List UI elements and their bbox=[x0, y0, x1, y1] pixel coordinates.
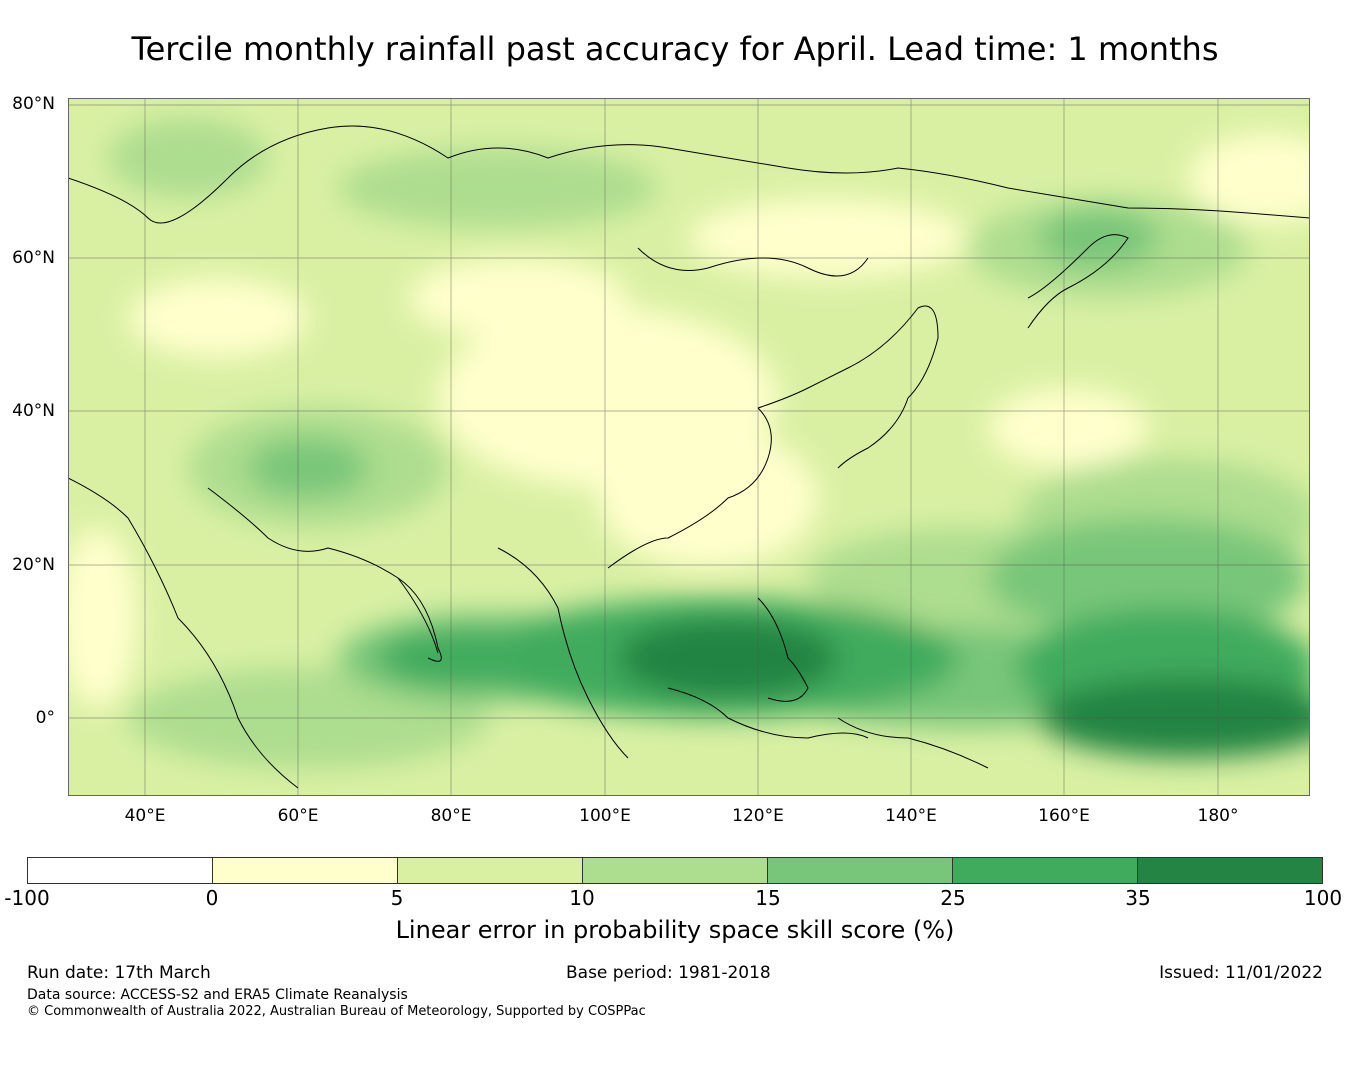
lon-label-40e: 40°E bbox=[124, 806, 166, 826]
colorbar-tick: 10 bbox=[569, 886, 595, 910]
colorbar-tick: 5 bbox=[390, 886, 404, 910]
run-date: Run date: 17th March bbox=[27, 963, 211, 983]
lon-label-60e: 60°E bbox=[277, 806, 319, 826]
base-period: Base period: 1981-2018 bbox=[566, 963, 771, 983]
copyright: © Commonwealth of Australia 2022, Austra… bbox=[27, 1004, 646, 1019]
colorbar-tick: -100 bbox=[4, 886, 50, 910]
lat-label-60n: 60°N bbox=[12, 248, 55, 268]
colorbar-tick: 100 bbox=[1303, 886, 1343, 910]
colorbar-tick: 25 bbox=[940, 886, 966, 910]
graticule bbox=[68, 98, 1310, 796]
lon-label-80e: 80°E bbox=[430, 806, 472, 826]
skill-map bbox=[68, 98, 1310, 796]
lon-label-120e: 120°E bbox=[732, 806, 784, 826]
colorbar-segment bbox=[953, 858, 1138, 883]
issued-date: Issued: 11/01/2022 bbox=[1159, 963, 1323, 983]
colorbar-segment bbox=[213, 858, 398, 883]
lon-label-180: 180° bbox=[1197, 806, 1239, 826]
lat-label-20n: 20°N bbox=[12, 555, 55, 575]
colorbar-segment bbox=[398, 858, 583, 883]
lon-label-140e: 140°E bbox=[885, 806, 937, 826]
colorbar-segment bbox=[1138, 858, 1322, 883]
lat-label-0: 0° bbox=[35, 708, 55, 728]
lon-label-160e: 160°E bbox=[1038, 806, 1090, 826]
colorbar-tick: 35 bbox=[1125, 886, 1151, 910]
colorbar-segment bbox=[768, 858, 953, 883]
coastlines bbox=[68, 125, 1310, 789]
lat-label-80n: 80°N bbox=[12, 94, 55, 114]
colorbar-segment bbox=[583, 858, 768, 883]
colorbar-tick: 0 bbox=[205, 886, 219, 910]
lon-label-100e: 100°E bbox=[579, 806, 631, 826]
colorbar-tick: 15 bbox=[755, 886, 781, 910]
colorbar-label: Linear error in probability space skill … bbox=[395, 916, 955, 944]
lat-label-40n: 40°N bbox=[12, 401, 55, 421]
colorbar bbox=[27, 857, 1323, 884]
page-title: Tercile monthly rainfall past accuracy f… bbox=[131, 30, 1219, 68]
colorbar-segment bbox=[28, 858, 213, 883]
data-source: Data source: ACCESS-S2 and ERA5 Climate … bbox=[27, 987, 408, 1003]
skill-field bbox=[68, 118, 1310, 768]
